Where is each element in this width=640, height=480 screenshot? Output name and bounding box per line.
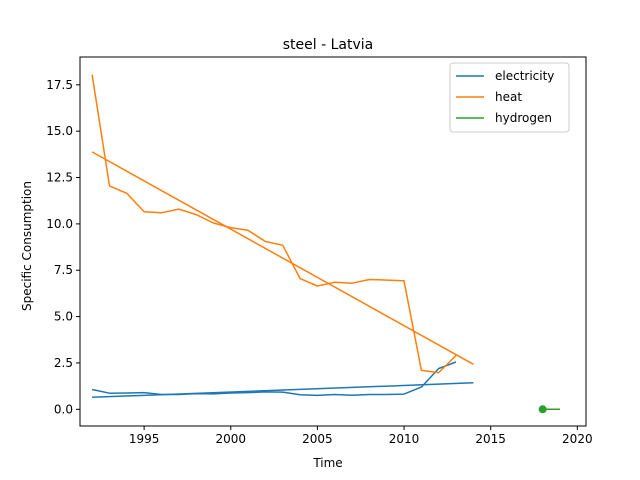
legend-label-electricity: electricity (495, 69, 554, 83)
x-tick-label: 2010 (389, 432, 420, 446)
series-marker-hydrogen (538, 405, 547, 414)
y-tick-label: 17.5 (46, 78, 73, 92)
x-tick-label: 2000 (215, 432, 246, 446)
y-tick-label: 7.5 (54, 263, 73, 277)
y-tick-label: 10.0 (46, 217, 73, 231)
x-tick-label: 1995 (129, 432, 160, 446)
x-tick-label: 2005 (302, 432, 333, 446)
series-line-heat-trend (91, 151, 474, 365)
series-line-electricity-trend (92, 382, 474, 399)
axes-frame (79, 56, 587, 427)
x-tick-label: 2020 (562, 432, 593, 446)
y-tick-label: 12.5 (46, 171, 73, 185)
y-tick-label: 15.0 (46, 124, 73, 138)
y-axis-label: Specific Consumption (20, 181, 34, 311)
legend-box (449, 62, 570, 133)
plot-area: 1995 2000 2005 2010 2015 2020 0.0 2.5 5.0 7.5 10.0… (46, 56, 593, 446)
y-tick-label: 2.5 (54, 356, 73, 370)
y-tick-label: 5.0 (54, 310, 73, 324)
series-line-heat (91, 74, 457, 374)
legend-label-heat: heat (495, 90, 522, 104)
y-tick-label: 0.0 (54, 402, 73, 416)
legend-label-hydrogen: hydrogen (495, 111, 552, 125)
legend: electricity heat hydrogen (449, 62, 570, 133)
series-line-electricity (91, 361, 457, 397)
chart-title: steel - Latvia (283, 37, 373, 53)
x-axis-label: Time (312, 456, 342, 470)
x-tick-label: 2015 (475, 432, 506, 446)
